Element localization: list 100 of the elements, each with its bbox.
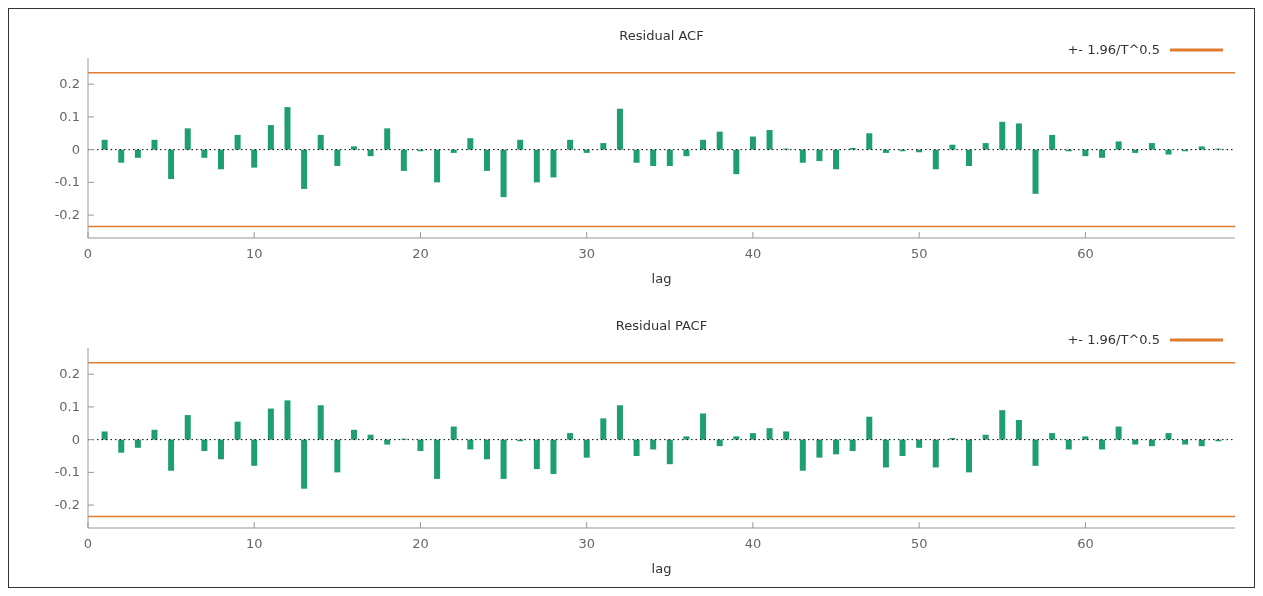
bar	[517, 139, 524, 150]
bar	[1165, 433, 1172, 440]
y-tick-label: 0.2	[59, 76, 80, 92]
bar	[799, 439, 806, 471]
bar	[766, 428, 773, 440]
bar	[882, 439, 889, 468]
bar	[882, 149, 889, 153]
bar	[434, 439, 441, 479]
x-tick-label: 0	[83, 246, 93, 261]
bar	[151, 429, 158, 440]
bar	[932, 149, 939, 170]
y-tick-label: 0.1	[59, 108, 80, 124]
bar	[201, 439, 208, 452]
bar	[251, 439, 258, 466]
bar	[716, 131, 723, 150]
legend-label: +- 1.96/T^0.5	[1067, 332, 1160, 347]
bar	[533, 439, 540, 470]
bar	[400, 149, 407, 171]
bar	[1099, 149, 1106, 158]
bar	[284, 107, 291, 150]
bar	[101, 139, 108, 150]
bar	[234, 421, 241, 440]
bar	[1198, 146, 1205, 150]
y-tick-label: -0.1	[54, 464, 80, 480]
bar	[118, 149, 125, 163]
bar	[384, 439, 391, 445]
bar	[600, 418, 607, 440]
bar	[151, 139, 158, 150]
bar	[982, 143, 989, 150]
bar	[101, 431, 108, 440]
bar	[666, 439, 673, 465]
bar	[118, 439, 125, 453]
bar	[567, 433, 574, 440]
bar	[866, 416, 873, 440]
bar	[583, 149, 590, 153]
bar	[833, 149, 840, 170]
bar	[367, 149, 374, 157]
bar	[849, 439, 856, 452]
bar	[666, 149, 673, 166]
bar	[1148, 143, 1155, 150]
bar	[168, 149, 175, 180]
chart-title: Residual PACF	[615, 318, 708, 333]
bar	[367, 434, 374, 440]
bar	[1049, 433, 1056, 440]
bar	[334, 439, 341, 473]
x-tick-label: 20	[412, 246, 429, 261]
bar	[1032, 439, 1039, 466]
bar	[467, 439, 474, 450]
x-tick-label: 40	[744, 246, 762, 261]
bar	[217, 149, 224, 170]
bar	[384, 128, 391, 150]
bar	[350, 146, 357, 150]
bar	[483, 149, 490, 171]
x-tick-label: 50	[910, 246, 928, 261]
y-tick-label: 0	[71, 141, 80, 157]
bar	[982, 434, 989, 440]
bar	[816, 439, 823, 458]
bar	[234, 134, 241, 150]
chart-title: Residual ACF	[619, 28, 704, 43]
bar	[583, 439, 590, 458]
bar	[251, 149, 258, 168]
bar	[267, 408, 274, 440]
bar	[550, 149, 557, 178]
bar	[483, 439, 490, 460]
bar	[1132, 149, 1139, 153]
bar	[916, 439, 923, 448]
bar	[783, 431, 790, 440]
bar	[1049, 134, 1056, 150]
x-tick-label: 0	[83, 536, 93, 551]
bar	[201, 149, 208, 158]
bar	[1182, 439, 1189, 445]
x-axis-title: lag	[651, 271, 672, 286]
bar	[284, 400, 291, 440]
bar	[533, 149, 540, 183]
bar	[550, 439, 557, 474]
bar	[650, 439, 657, 450]
bar	[134, 439, 141, 448]
bar	[749, 136, 756, 150]
x-axis-title: lag	[651, 561, 672, 576]
bar	[600, 143, 607, 150]
bar	[500, 149, 507, 198]
bar	[450, 149, 457, 153]
y-tick-label: -0.2	[54, 497, 80, 513]
bar	[766, 130, 773, 150]
bar	[616, 405, 623, 440]
bar	[567, 139, 574, 150]
y-tick-label: 0.2	[59, 366, 80, 382]
bar	[966, 439, 973, 473]
bar	[1115, 426, 1122, 440]
bar	[999, 410, 1006, 440]
bar	[467, 138, 474, 150]
bar	[134, 149, 141, 158]
bar	[301, 439, 308, 489]
bar	[683, 436, 690, 440]
bar	[949, 144, 956, 150]
x-tick-label: 20	[412, 536, 429, 551]
bar	[184, 415, 191, 440]
bar	[317, 134, 324, 150]
bar	[417, 439, 424, 452]
x-tick-label: 30	[578, 246, 595, 261]
